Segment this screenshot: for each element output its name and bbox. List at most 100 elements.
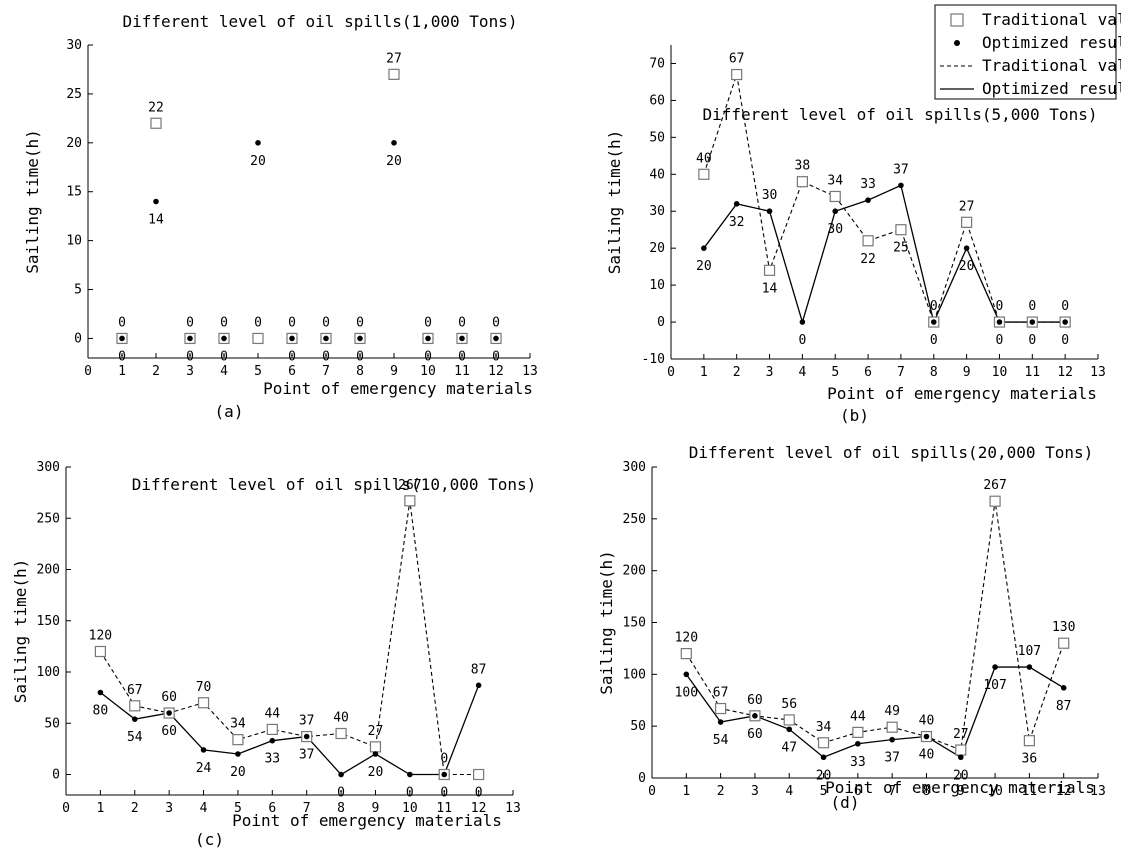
optimized-data-label: 0 bbox=[930, 333, 938, 348]
traditional-data-label: 267 bbox=[398, 478, 421, 493]
traditional-data-label: 40 bbox=[696, 151, 712, 166]
y-tick-label: 30 bbox=[66, 38, 82, 53]
legend-item: Traditional value bbox=[950, 10, 1121, 29]
chart-title: Different level of oil spills(5,000 Tons… bbox=[703, 105, 1098, 124]
y-axis-title: Sailing time(h) bbox=[605, 130, 624, 275]
series-line-optimized bbox=[685, 666, 1065, 759]
optimized-data-label: 0 bbox=[118, 349, 126, 364]
traditional-point bbox=[252, 332, 264, 345]
optimized-data-label: 0 bbox=[406, 786, 414, 801]
traditional-data-label: 0 bbox=[424, 315, 432, 330]
series-line-traditional bbox=[99, 500, 479, 776]
x-axis-title: Point of emergency materials bbox=[827, 384, 1097, 403]
optimized-point bbox=[289, 335, 295, 342]
traditional-data-label: 67 bbox=[127, 683, 143, 698]
x-tick-label: 13 bbox=[522, 364, 538, 379]
x-tick-label: 9 bbox=[372, 801, 380, 816]
y-axis-title: Sailing time(h) bbox=[23, 129, 42, 274]
x-axis-title: Point of emergency materials bbox=[232, 811, 502, 830]
traditional-point bbox=[150, 117, 162, 129]
optimized-point bbox=[391, 140, 397, 146]
traditional-data-label: 34 bbox=[816, 720, 832, 735]
optimized-point bbox=[701, 245, 707, 251]
x-tick-label: 5 bbox=[234, 801, 242, 816]
x-tick-label: 9 bbox=[957, 784, 965, 799]
optimized-data-label: 0 bbox=[492, 349, 500, 364]
traditional-data-label: 0 bbox=[1028, 299, 1036, 314]
optimized-point bbox=[338, 771, 344, 778]
legend-item: Optimized result bbox=[940, 79, 1121, 98]
traditional-point bbox=[94, 645, 106, 658]
optimized-data-label: 107 bbox=[1018, 644, 1041, 659]
x-tick-label: 8 bbox=[923, 784, 931, 799]
y-tick-label: 70 bbox=[649, 56, 665, 71]
optimized-point bbox=[930, 319, 937, 325]
optimized-point bbox=[799, 319, 806, 325]
optimized-point bbox=[717, 719, 724, 725]
optimized-point bbox=[255, 140, 261, 146]
x-tick-label: 11 bbox=[454, 364, 470, 379]
traditional-point bbox=[989, 495, 1001, 507]
panel-label: (a) bbox=[215, 402, 244, 421]
optimized-data-label: 32 bbox=[729, 215, 745, 230]
optimized-data-label: 20 bbox=[250, 154, 266, 169]
optimized-data-label: 0 bbox=[322, 349, 330, 364]
y-tick-label: 50 bbox=[44, 716, 60, 731]
x-tick-label: 12 bbox=[471, 801, 487, 816]
y-tick-label: 0 bbox=[52, 768, 60, 783]
x-tick-label: 13 bbox=[1090, 365, 1106, 380]
traditional-data-label: 0 bbox=[475, 786, 483, 801]
x-tick-label: 13 bbox=[505, 801, 521, 816]
y-tick-label: 40 bbox=[649, 167, 665, 182]
x-tick-label: 5 bbox=[820, 784, 828, 799]
chart-panel-a: 0 1 2 3 4 5 6 7 8 9 10 11 12 13051015202530Different … bbox=[23, 12, 538, 421]
chart-panel-d: 0 1 2 3 4 5 6 7 8 9 10 11 12 13050100150200250300Diff… bbox=[597, 443, 1106, 812]
x-tick-label: 10 bbox=[402, 801, 418, 816]
x-tick-label: 0 bbox=[84, 364, 92, 379]
optimized-data-label: 33 bbox=[264, 752, 280, 767]
optimized-data-label: 47 bbox=[781, 740, 797, 755]
optimized-data-label: 37 bbox=[893, 162, 909, 177]
traditional-point bbox=[129, 700, 141, 712]
y-tick-label: 300 bbox=[623, 460, 646, 475]
x-tick-label: 3 bbox=[766, 365, 774, 380]
traditional-data-label: 36 bbox=[1022, 752, 1038, 767]
optimized-point bbox=[459, 335, 465, 342]
optimized-point bbox=[923, 733, 930, 740]
traditional-data-label: 0 bbox=[1061, 299, 1069, 314]
optimized-point bbox=[766, 208, 773, 215]
optimized-point bbox=[475, 682, 482, 689]
optimized-point bbox=[820, 754, 827, 761]
traditional-point bbox=[783, 714, 795, 726]
traditional-data-label: 0 bbox=[322, 315, 330, 330]
optimized-point bbox=[865, 197, 871, 203]
panel-label: (d) bbox=[831, 793, 860, 812]
chart-title: Different level of oil spills(1,000 Tons… bbox=[123, 12, 518, 31]
x-tick-label: 8 bbox=[930, 365, 938, 380]
traditional-data-label: 27 bbox=[959, 199, 975, 214]
traditional-data-label: 70 bbox=[196, 680, 212, 695]
traditional-point bbox=[886, 721, 898, 733]
traditional-point bbox=[388, 68, 400, 80]
optimized-data-label: 20 bbox=[953, 768, 969, 783]
optimized-point bbox=[119, 335, 125, 342]
chart-panels: 0 1 2 3 4 5 6 7 8 9 10 11 12 13051015202530Different … bbox=[11, 12, 1106, 849]
chart-panel-b: 0 1 2 3 4 5 6 7 8 9 10 11 12 13-10010203040506070Diff… bbox=[605, 45, 1106, 425]
x-tick-label: 0 bbox=[62, 801, 70, 816]
x-tick-label: 1 bbox=[700, 365, 708, 380]
x-tick-label: 5 bbox=[254, 364, 262, 379]
optimized-point bbox=[752, 713, 758, 719]
traditional-data-label: 0 bbox=[996, 299, 1004, 314]
optimized-data-label: 0 bbox=[288, 349, 296, 364]
y-tick-label: 20 bbox=[66, 136, 82, 151]
panel-label: (b) bbox=[840, 406, 869, 425]
optimized-point bbox=[832, 208, 839, 215]
x-tick-label: 7 bbox=[897, 365, 905, 380]
traditional-data-label: 60 bbox=[161, 690, 177, 705]
traditional-point bbox=[404, 495, 416, 507]
optimized-data-label: 33 bbox=[850, 755, 866, 770]
traditional-data-label: 49 bbox=[884, 704, 900, 719]
optimized-data-label: 30 bbox=[762, 188, 778, 203]
x-axis-title: Point of emergency materials bbox=[263, 379, 533, 398]
